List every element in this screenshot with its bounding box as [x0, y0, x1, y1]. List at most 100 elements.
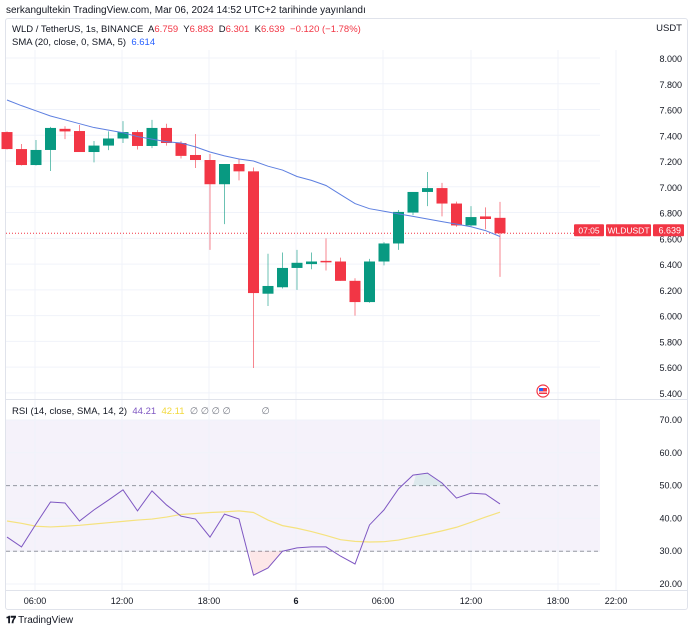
- candle: [480, 207, 491, 230]
- candle-body: [88, 145, 100, 153]
- flag-canton: [539, 388, 543, 391]
- candle-body: [291, 262, 303, 268]
- candle-body: [16, 149, 27, 166]
- low-value: 6.301: [225, 24, 250, 35]
- currency-label[interactable]: USDT: [656, 23, 682, 34]
- candle: [277, 252, 288, 289]
- candle-body: [59, 128, 71, 132]
- candle: [190, 133, 201, 168]
- candle-body: [277, 267, 288, 288]
- rsi-ma-line: [6, 510, 501, 543]
- us-flag-icon: [536, 384, 550, 398]
- candle: [291, 249, 303, 290]
- candle-body: [248, 171, 259, 294]
- price-tick-label: 6.200: [659, 286, 682, 296]
- symbol-name[interactable]: WLD / TetherUS, 1s, BINANCE: [12, 24, 144, 35]
- close-label: K: [254, 24, 261, 35]
- candle: [88, 140, 100, 163]
- high-label: Y: [183, 24, 190, 35]
- sma-label[interactable]: SMA (20, close, 0, SMA, 5): [12, 37, 127, 48]
- candle: [117, 121, 129, 144]
- candle: [335, 257, 346, 281]
- rsi-overbought-fill: [413, 473, 445, 486]
- rsi-tick-label: 70.00: [659, 415, 682, 425]
- candle-body: [364, 261, 375, 303]
- countdown-value: 07:05: [578, 225, 600, 235]
- candle: [103, 131, 114, 151]
- candle: [422, 171, 433, 207]
- sma-legend: SMA (20, close, 0, SMA, 5) 6.614: [12, 37, 155, 48]
- candle-body: [204, 160, 216, 185]
- candle: [1, 131, 13, 150]
- price-tick-label: 8.000: [659, 54, 682, 64]
- x-tick-label: 18:00: [198, 596, 221, 606]
- rsi-tick-label: 30.00: [659, 546, 682, 556]
- candle: [233, 158, 245, 181]
- candle: [204, 153, 216, 250]
- candle: [320, 238, 332, 271]
- candle-body: [335, 261, 346, 281]
- rsi-oversold-fill: [249, 551, 283, 576]
- candle-body: [74, 131, 85, 153]
- price-tick-label: 6.800: [659, 209, 682, 219]
- candle: [262, 253, 274, 306]
- candle: [407, 191, 419, 216]
- candle: [393, 209, 404, 250]
- rsi-ma-value: 42.11: [161, 406, 185, 417]
- candle-body: [436, 188, 448, 204]
- price-tick-label: 5.600: [659, 363, 682, 373]
- rsi-tick-label: 60.00: [659, 448, 682, 458]
- price-tick-label: 7.400: [659, 131, 682, 141]
- rsi-line: [6, 472, 501, 576]
- candle-body: [378, 243, 390, 262]
- close-value: 6.639: [260, 24, 285, 35]
- candle-body: [422, 188, 433, 192]
- price-tick-label: 5.400: [659, 389, 682, 399]
- tradingview-logo-icon: 𝟏𝟕: [6, 615, 16, 626]
- candle: [132, 130, 143, 150]
- candle: [436, 182, 448, 217]
- symbol-legend: WLD / TetherUS, 1s, BINANCE A6.759 Y6.88…: [12, 24, 361, 35]
- x-tick-label: 12:00: [460, 596, 483, 606]
- rsi-value: 44.21: [132, 406, 157, 417]
- price-tick-label: 7.600: [659, 106, 682, 116]
- candle: [175, 141, 187, 159]
- candle: [16, 144, 27, 166]
- candle-body: [45, 127, 56, 150]
- candle: [146, 119, 158, 149]
- candle-body: [451, 203, 462, 226]
- x-tick-label: 22:00: [605, 596, 628, 606]
- symbol-tag-text: WLDUSDT: [607, 225, 649, 235]
- candle: [494, 201, 506, 277]
- chart-frame: [5, 18, 688, 610]
- candle-body: [175, 143, 187, 156]
- candle: [74, 124, 85, 153]
- candle-body: [494, 217, 506, 234]
- candle-body: [306, 261, 317, 265]
- brand-name: TradingView: [18, 615, 74, 626]
- sma-value: 6.614: [131, 37, 156, 48]
- x-tick-label: 06:00: [24, 596, 47, 606]
- x-tick-label: 06:00: [372, 596, 395, 606]
- candle-body: [219, 164, 230, 185]
- rsi-legend: RSI (14, close, SMA, 14, 2) 44.21 42.11 …: [12, 406, 270, 417]
- x-tick-label: 12:00: [111, 596, 134, 606]
- price-tick-label: 7.200: [659, 157, 682, 167]
- open-label: A: [148, 24, 155, 35]
- rsi-label[interactable]: RSI (14, close, SMA, 14, 2): [12, 406, 128, 417]
- price-tag-value: 6.639: [658, 225, 681, 235]
- candle-body: [262, 285, 274, 294]
- candle: [59, 126, 71, 140]
- candle-body: [146, 127, 158, 146]
- rsi-na-value: ∅: [261, 406, 270, 417]
- candle-body: [132, 132, 143, 146]
- candle: [349, 278, 361, 316]
- price-tick-label: 5.800: [659, 337, 682, 347]
- last-price-tag: 07:05 WLDUSDT 6.639: [574, 224, 684, 237]
- tradingview-brand: 𝟏𝟕 TradingView: [6, 615, 73, 626]
- x-tick-label: 6: [293, 596, 298, 606]
- sma-line: [6, 99, 501, 237]
- candle-body: [161, 127, 172, 144]
